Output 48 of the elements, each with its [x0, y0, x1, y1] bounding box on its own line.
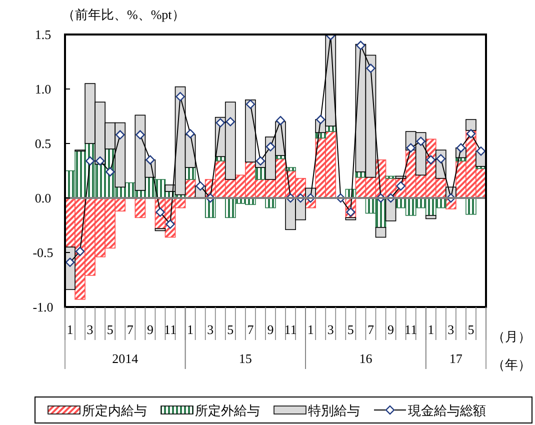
text: （年） — [492, 357, 531, 372]
bar — [134, 198, 146, 218]
legend-label: 所定外給与 — [195, 403, 260, 418]
x-tick-label: 5 — [468, 322, 474, 337]
legend-label: 現金給与総額 — [408, 403, 486, 418]
text: 2014 — [112, 351, 139, 366]
bar — [466, 119, 476, 131]
legend-label: 特別給与 — [308, 403, 360, 418]
x-tick-label: 7 — [247, 322, 254, 337]
y-tick-label: 0.5 — [34, 136, 52, 151]
bar — [154, 228, 166, 232]
x-tick-label: 5 — [347, 322, 354, 337]
y-tick-label: -1.0 — [32, 300, 54, 314]
y-axis-title: （前年比、%、%pt） — [62, 7, 185, 22]
x-tick-label: 7 — [126, 322, 134, 337]
bar — [345, 217, 356, 220]
x-tick-label: 5 — [227, 322, 234, 337]
bar — [375, 227, 386, 238]
x-tick-label: 7 — [367, 322, 374, 337]
x-tick-label: 1 — [428, 322, 434, 337]
x-tick-label: 3 — [327, 322, 334, 337]
bar — [425, 215, 436, 220]
x-tick-label: 9 — [388, 322, 394, 337]
text: 17 — [449, 351, 463, 366]
x-axis-title: （月） — [492, 329, 531, 344]
x-tick-label: 3 — [207, 322, 214, 337]
bar — [385, 176, 396, 179]
bar — [285, 167, 296, 172]
text: 16 — [359, 351, 373, 366]
x-tick-label: 9 — [146, 322, 154, 337]
y-tick-label: -0.5 — [32, 245, 54, 260]
x-tick-label: 1 — [187, 322, 194, 337]
x-tick-label: 3 — [86, 322, 94, 337]
bar — [466, 198, 476, 215]
x-tick-label: 5 — [106, 322, 114, 337]
text: 15 — [238, 351, 252, 366]
y-tick-label: 1.5 — [34, 27, 52, 42]
x-tick-label: 3 — [448, 322, 454, 337]
x-tick-label: 9 — [267, 322, 274, 337]
x-tick-label: 11 — [404, 322, 418, 337]
bar — [395, 176, 406, 179]
x-tick-label: 11 — [164, 322, 177, 337]
y-tick-label: 0.0 — [34, 190, 52, 206]
y-tick-label: 1.0 — [34, 82, 52, 96]
legend-label: 所定内給与 — [82, 403, 147, 418]
x-tick-label: 1 — [66, 322, 74, 337]
x-tick-label: 1 — [307, 322, 314, 337]
x-tick-label: 11 — [284, 322, 297, 337]
